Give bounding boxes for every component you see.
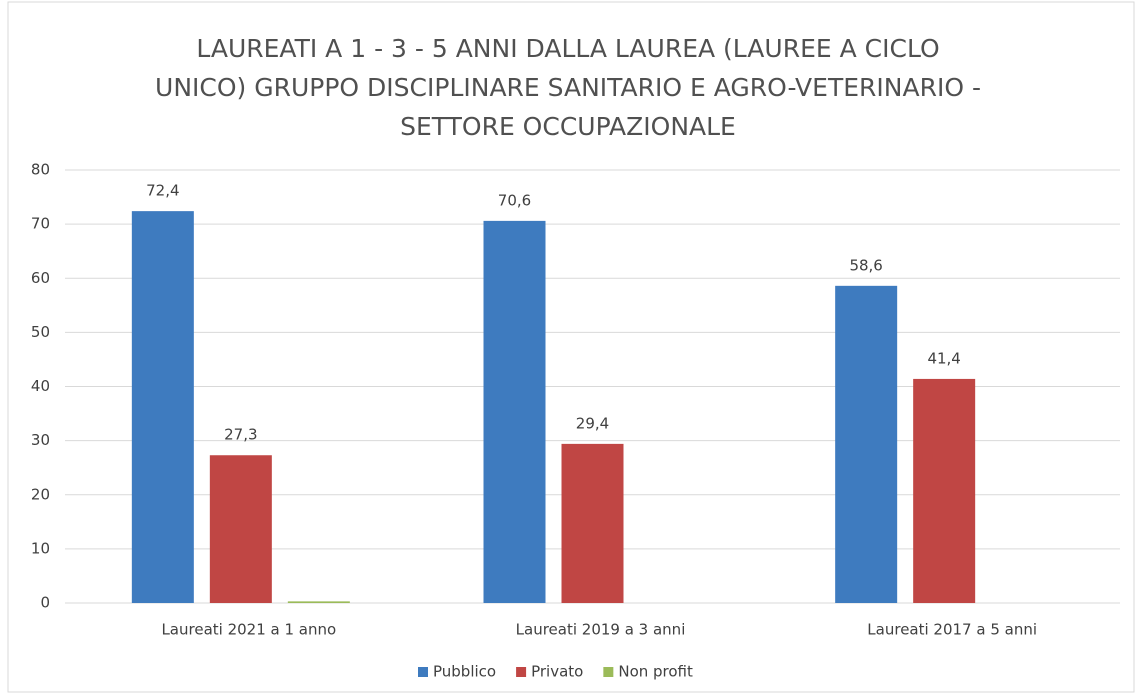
x-tick-label: Laureati 2017 a 5 anni — [867, 621, 1037, 639]
bar — [913, 378, 976, 603]
legend-label: Pubblico — [433, 663, 496, 681]
x-tick-label: Laureati 2019 a 3 anni — [516, 621, 686, 639]
y-tick-label: 60 — [31, 269, 50, 287]
data-label: 70,6 — [498, 191, 531, 209]
legend-swatch — [603, 667, 614, 677]
legend-swatch — [516, 667, 527, 677]
data-label: 72,4 — [146, 182, 179, 200]
y-tick-label: 80 — [31, 161, 50, 179]
bar — [287, 601, 350, 603]
y-tick-label: 0 — [40, 594, 50, 612]
y-tick-label: 70 — [31, 215, 50, 233]
x-tick-label: Laureati 2021 a 1 anno — [161, 621, 336, 639]
data-label: 29,4 — [576, 414, 609, 432]
y-tick-label: 30 — [31, 431, 50, 449]
legend-label: Non profit — [618, 663, 693, 681]
bar — [131, 211, 194, 603]
legend-label: Privato — [531, 663, 583, 681]
bar — [209, 455, 272, 603]
y-tick-label: 10 — [31, 539, 50, 557]
data-label: 27,3 — [224, 426, 257, 444]
y-tick-label: 20 — [31, 485, 50, 503]
bar — [483, 220, 546, 603]
bar — [835, 285, 898, 603]
data-label: 41,4 — [927, 349, 960, 367]
bar — [561, 443, 624, 603]
y-tick-label: 50 — [31, 323, 50, 341]
legend-swatch — [418, 667, 428, 677]
chart-title: LAUREATI A 1 - 3 - 5 ANNI DALLA LAUREA (… — [155, 34, 981, 141]
data-label: 58,6 — [849, 256, 882, 274]
y-tick-label: 40 — [31, 377, 50, 395]
